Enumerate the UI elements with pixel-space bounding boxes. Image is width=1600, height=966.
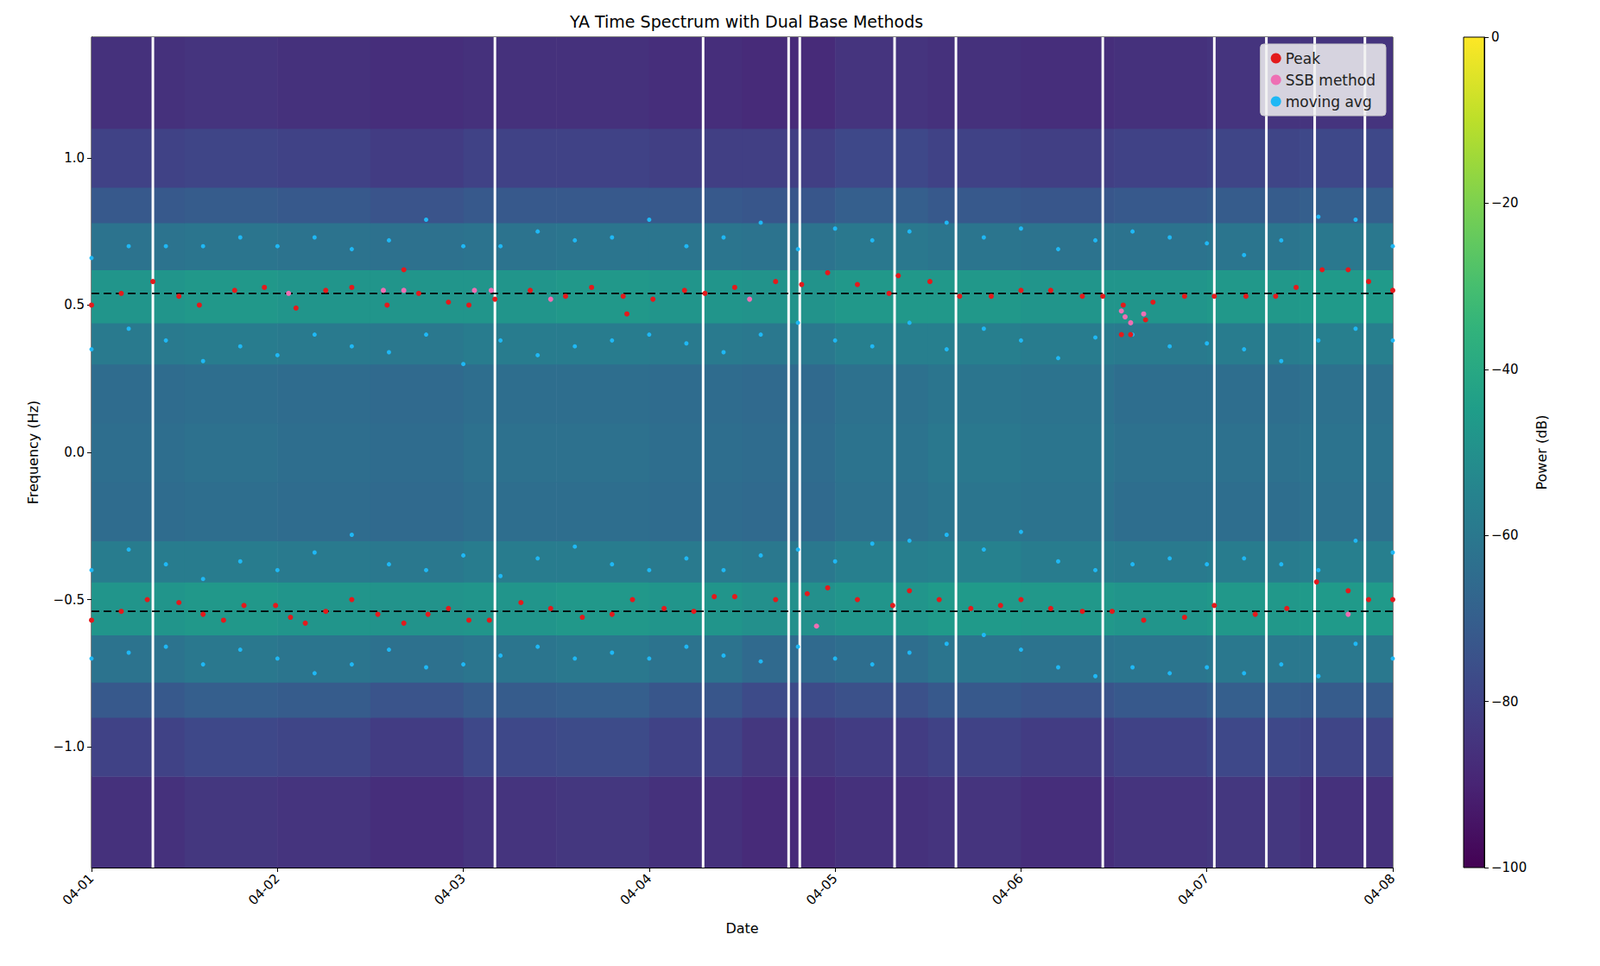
svg-text:−1.0: −1.0 xyxy=(53,739,85,755)
svg-text:Peak: Peak xyxy=(1285,50,1322,68)
svg-text:04-06: 04-06 xyxy=(988,871,1027,910)
svg-text:0: 0 xyxy=(1491,29,1500,45)
svg-text:SSB method: SSB method xyxy=(1285,71,1376,89)
svg-text:0.5: 0.5 xyxy=(63,297,85,313)
svg-text:YA Time Spectrum with Dual Bas: YA Time Spectrum with Dual Base Methods xyxy=(569,12,924,32)
svg-text:04-04: 04-04 xyxy=(617,871,656,910)
svg-text:−40: −40 xyxy=(1491,361,1519,378)
svg-text:1.0: 1.0 xyxy=(63,150,85,166)
svg-text:04-02: 04-02 xyxy=(245,871,284,910)
svg-text:04-03: 04-03 xyxy=(430,871,469,910)
svg-text:−60: −60 xyxy=(1491,527,1519,544)
svg-text:04-05: 04-05 xyxy=(803,871,842,910)
svg-text:04-08: 04-08 xyxy=(1360,871,1399,910)
svg-text:Frequency (Hz): Frequency (Hz) xyxy=(25,400,42,506)
svg-text:Power (dB): Power (dB) xyxy=(1533,414,1550,490)
svg-text:−20: −20 xyxy=(1491,195,1519,211)
svg-text:Date: Date xyxy=(725,920,759,937)
svg-text:0.0: 0.0 xyxy=(63,444,85,461)
svg-text:−80: −80 xyxy=(1491,694,1519,710)
svg-text:−0.5: −0.5 xyxy=(53,592,85,608)
svg-text:−100: −100 xyxy=(1491,860,1527,876)
svg-text:moving avg: moving avg xyxy=(1285,93,1373,111)
svg-text:04-07: 04-07 xyxy=(1175,871,1214,910)
svg-text:04-01: 04-01 xyxy=(59,871,98,910)
